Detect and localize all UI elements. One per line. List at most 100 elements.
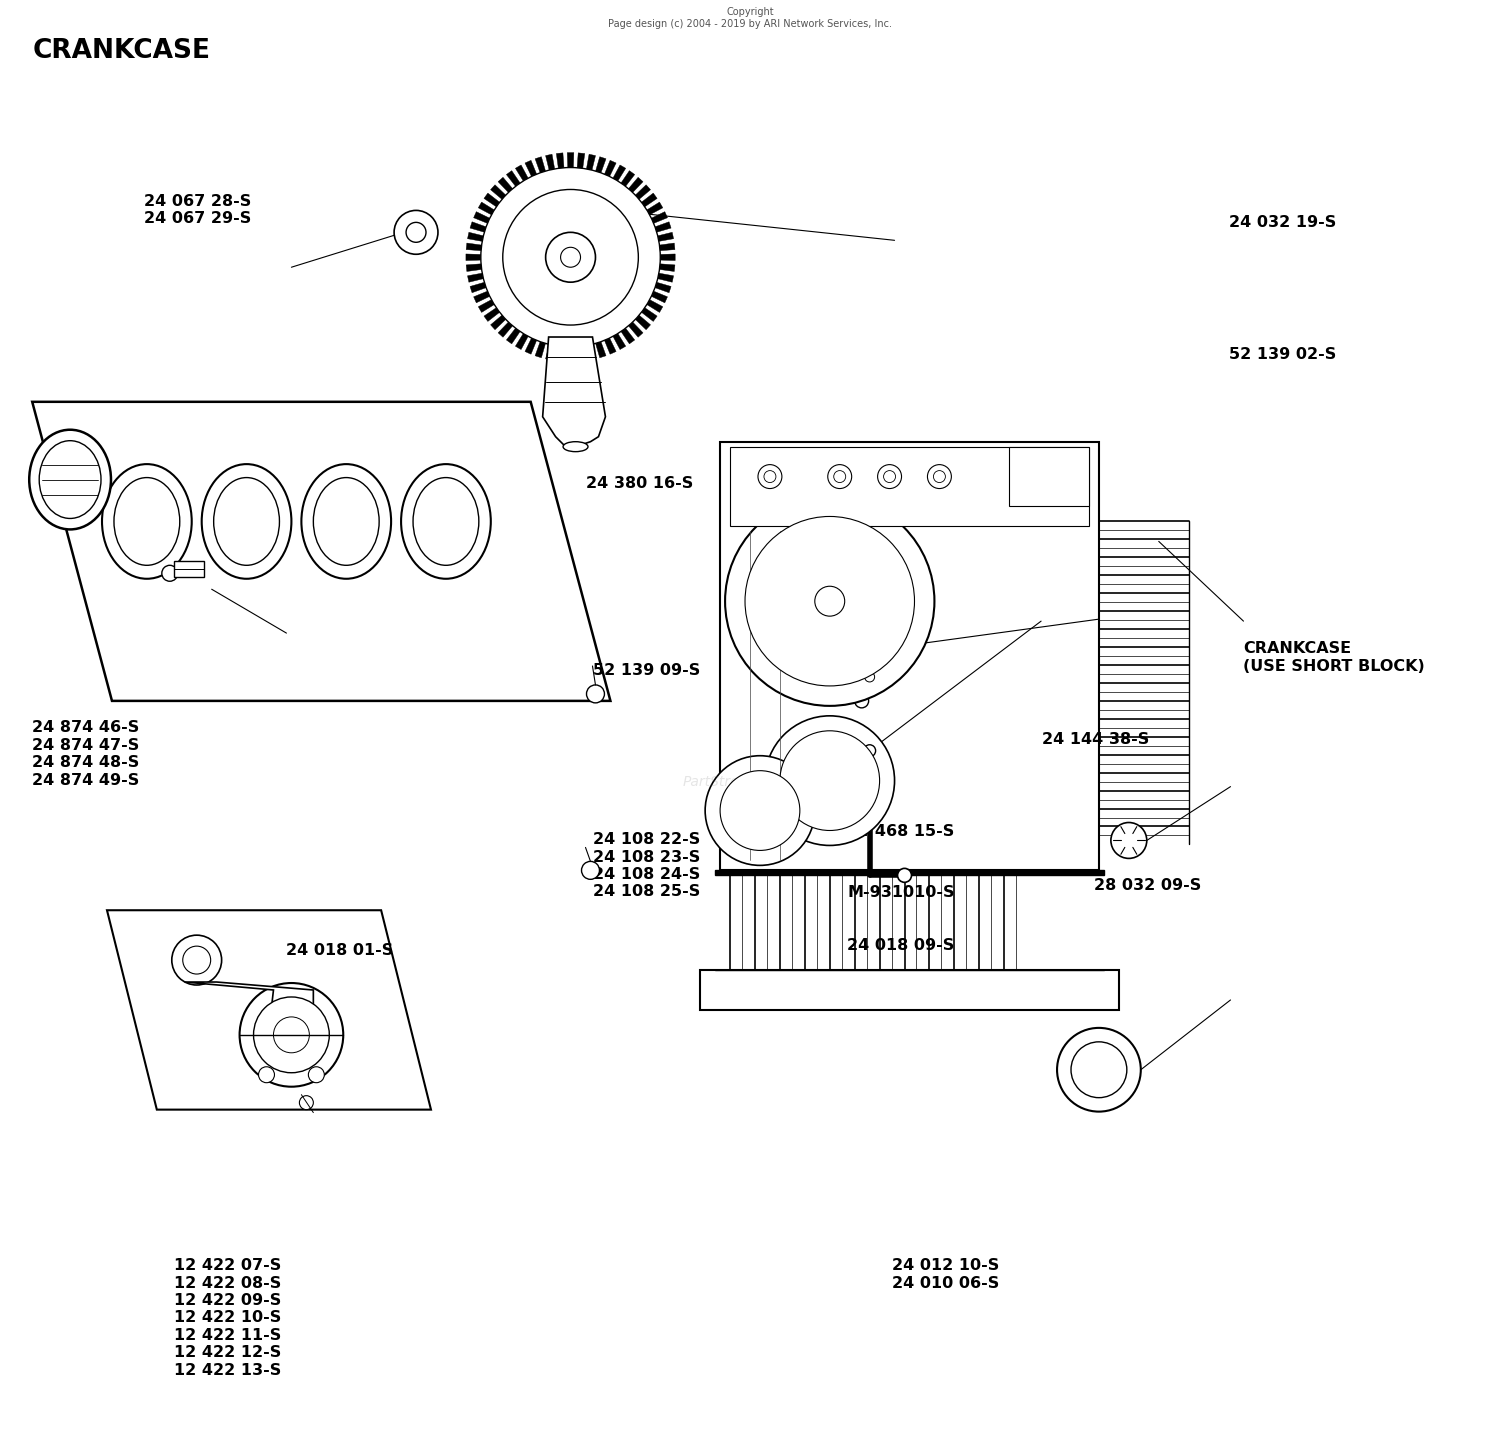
Polygon shape xyxy=(490,184,506,200)
Polygon shape xyxy=(586,344,596,360)
Circle shape xyxy=(300,1095,313,1109)
Circle shape xyxy=(1112,823,1148,859)
Polygon shape xyxy=(32,401,610,701)
Circle shape xyxy=(394,210,438,255)
Polygon shape xyxy=(596,157,606,173)
Circle shape xyxy=(1071,1042,1126,1098)
Polygon shape xyxy=(543,337,606,446)
Text: 24 468 15-S: 24 468 15-S xyxy=(847,823,954,839)
Polygon shape xyxy=(498,322,513,337)
Polygon shape xyxy=(614,165,626,181)
Text: 24 380 16-S: 24 380 16-S xyxy=(585,476,693,492)
Circle shape xyxy=(561,248,580,268)
Ellipse shape xyxy=(102,465,192,578)
Polygon shape xyxy=(466,243,482,250)
Circle shape xyxy=(864,745,876,757)
Circle shape xyxy=(720,771,800,850)
Ellipse shape xyxy=(213,478,279,566)
Polygon shape xyxy=(536,157,546,173)
Bar xyxy=(700,970,1119,1010)
Polygon shape xyxy=(578,347,585,361)
Text: 24 012 10-S
24 010 06-S: 24 012 10-S 24 010 06-S xyxy=(892,1258,999,1291)
Circle shape xyxy=(834,471,846,482)
Polygon shape xyxy=(621,171,634,187)
Polygon shape xyxy=(656,282,670,292)
Circle shape xyxy=(1058,1027,1142,1111)
Circle shape xyxy=(858,610,880,632)
Circle shape xyxy=(897,868,912,882)
Polygon shape xyxy=(614,334,626,350)
Circle shape xyxy=(878,465,902,489)
Circle shape xyxy=(758,465,782,489)
Polygon shape xyxy=(604,338,616,354)
Circle shape xyxy=(884,471,896,482)
Polygon shape xyxy=(628,322,644,337)
Polygon shape xyxy=(470,282,486,292)
Ellipse shape xyxy=(114,478,180,566)
Polygon shape xyxy=(567,153,574,167)
Bar xyxy=(1010,446,1089,507)
Circle shape xyxy=(764,471,776,482)
Polygon shape xyxy=(642,308,657,321)
Polygon shape xyxy=(628,177,644,193)
Circle shape xyxy=(586,685,604,702)
Text: 24 144 38-S: 24 144 38-S xyxy=(1041,732,1149,747)
Circle shape xyxy=(503,190,639,325)
Polygon shape xyxy=(536,341,546,358)
Text: CRANKCASE
(USE SHORT BLOCK): CRANKCASE (USE SHORT BLOCK) xyxy=(1244,642,1425,673)
Text: 28 032 09-S: 28 032 09-S xyxy=(1094,878,1202,894)
Polygon shape xyxy=(507,328,520,344)
Bar xyxy=(730,446,1089,527)
Circle shape xyxy=(864,645,874,655)
Ellipse shape xyxy=(28,430,111,530)
Bar xyxy=(720,442,1100,871)
Circle shape xyxy=(828,465,852,489)
Ellipse shape xyxy=(39,440,101,518)
Polygon shape xyxy=(546,344,555,360)
Text: CRANKCASE: CRANKCASE xyxy=(32,37,210,63)
Polygon shape xyxy=(660,243,675,250)
Circle shape xyxy=(864,616,874,626)
Polygon shape xyxy=(567,347,574,361)
Polygon shape xyxy=(646,299,663,312)
Polygon shape xyxy=(106,911,430,1109)
Polygon shape xyxy=(484,193,500,207)
Text: 52 139 09-S: 52 139 09-S xyxy=(592,663,700,678)
Circle shape xyxy=(482,167,660,347)
Text: 12 422 07-S
12 422 08-S
12 422 09-S
12 422 10-S
12 422 11-S
12 422 12-S
12 422 1: 12 422 07-S 12 422 08-S 12 422 09-S 12 4… xyxy=(174,1258,282,1377)
Circle shape xyxy=(933,471,945,482)
Ellipse shape xyxy=(400,465,490,578)
Ellipse shape xyxy=(302,465,392,578)
Text: Copyright
Page design (c) 2004 - 2019 by ARI Network Services, Inc.: Copyright Page design (c) 2004 - 2019 by… xyxy=(608,7,892,29)
Circle shape xyxy=(172,935,222,986)
Polygon shape xyxy=(660,263,675,272)
Polygon shape xyxy=(636,184,651,200)
Circle shape xyxy=(927,465,951,489)
Text: 24 018 01-S: 24 018 01-S xyxy=(286,943,393,958)
Text: 52 139 02-S: 52 139 02-S xyxy=(1228,347,1336,363)
Polygon shape xyxy=(470,222,486,232)
Circle shape xyxy=(406,223,426,242)
Polygon shape xyxy=(642,193,657,207)
Polygon shape xyxy=(478,299,495,312)
Text: 24 108 22-S
24 108 23-S
24 108 24-S
24 108 25-S: 24 108 22-S 24 108 23-S 24 108 24-S 24 1… xyxy=(592,832,700,899)
Polygon shape xyxy=(546,154,555,170)
Circle shape xyxy=(546,232,596,282)
Polygon shape xyxy=(466,253,482,260)
Circle shape xyxy=(858,637,880,661)
Polygon shape xyxy=(651,291,668,302)
Text: M-931010-S: M-931010-S xyxy=(847,885,954,901)
Polygon shape xyxy=(621,328,634,344)
Circle shape xyxy=(582,862,600,879)
Polygon shape xyxy=(478,201,495,214)
Polygon shape xyxy=(468,273,483,282)
Polygon shape xyxy=(516,334,528,350)
Polygon shape xyxy=(507,171,520,187)
Polygon shape xyxy=(578,153,585,168)
Circle shape xyxy=(815,586,844,616)
Polygon shape xyxy=(516,165,528,181)
Polygon shape xyxy=(636,315,651,330)
Polygon shape xyxy=(596,341,606,358)
Ellipse shape xyxy=(201,465,291,578)
Circle shape xyxy=(724,496,934,707)
